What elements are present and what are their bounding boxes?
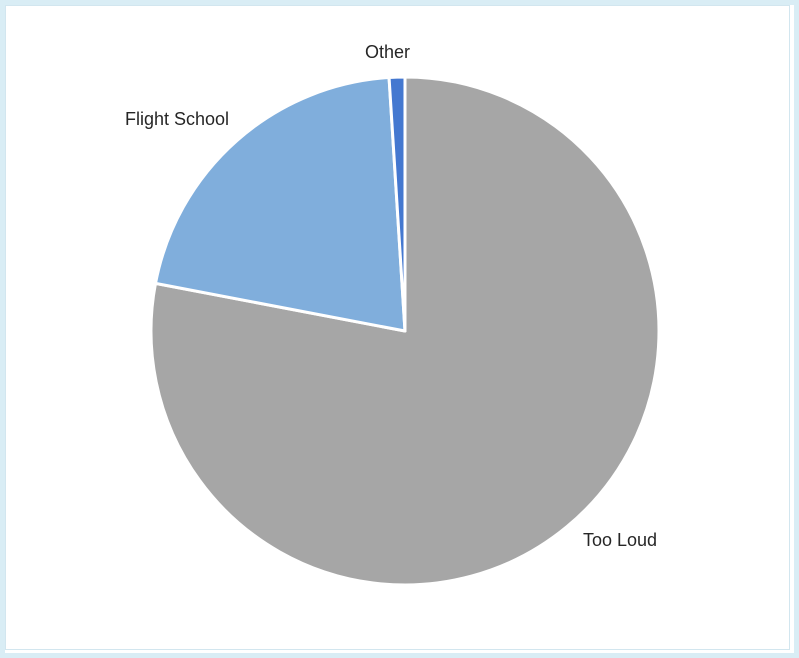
pie-slice-flight-school xyxy=(153,76,407,333)
pie-slices xyxy=(149,75,661,587)
pie-labels: Too Loud Flight School Other xyxy=(125,42,657,550)
pie-slice-other xyxy=(387,75,407,333)
slice-label-too-loud: Too Loud xyxy=(583,530,657,550)
slice-label-flight-school: Flight School xyxy=(125,109,229,129)
slice-label-other: Other xyxy=(365,42,410,62)
